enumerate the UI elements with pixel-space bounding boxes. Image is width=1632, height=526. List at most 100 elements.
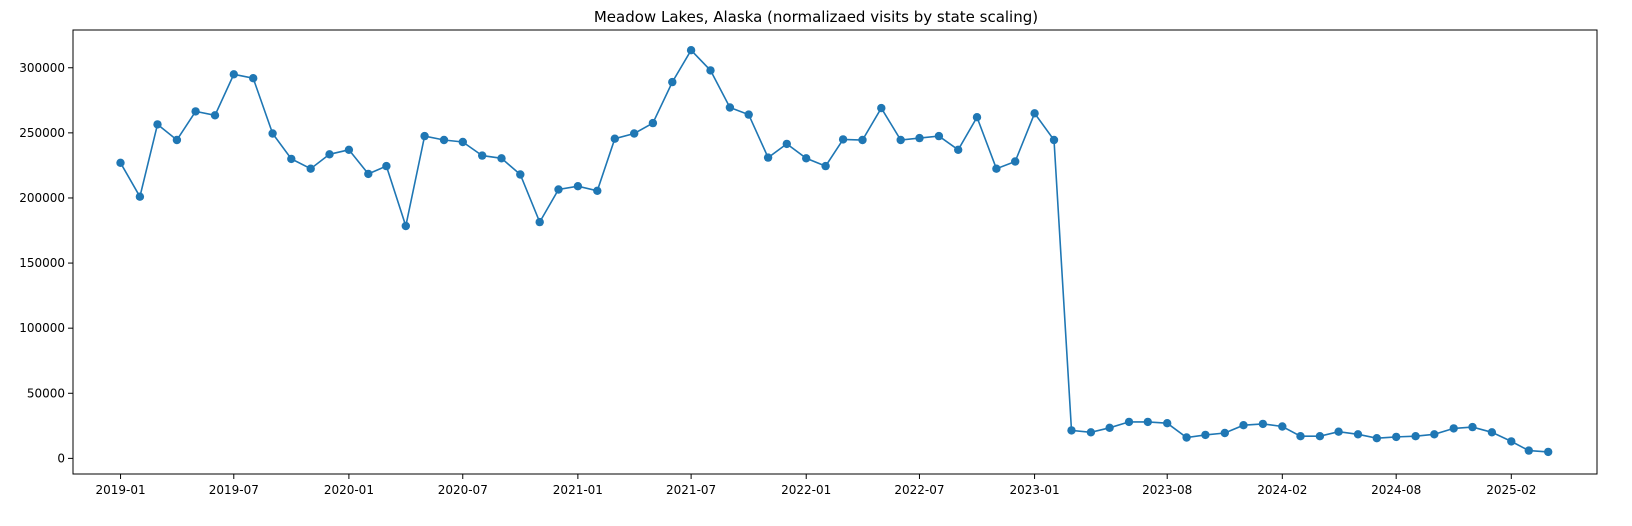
x-tick-label: 2021-01 bbox=[553, 483, 603, 497]
data-point bbox=[1430, 430, 1439, 439]
x-tick-label: 2023-01 bbox=[1010, 483, 1060, 497]
data-point bbox=[782, 139, 791, 149]
data-point bbox=[516, 170, 525, 179]
y-tick-label: 250000 bbox=[19, 126, 65, 140]
data-point bbox=[648, 118, 658, 128]
data-point bbox=[439, 135, 449, 145]
data-point bbox=[458, 137, 467, 147]
data-point bbox=[992, 164, 1001, 173]
data-point bbox=[478, 151, 487, 160]
series-line bbox=[119, 48, 1549, 453]
data-point bbox=[610, 134, 619, 143]
data-point bbox=[364, 169, 373, 179]
data-point bbox=[306, 164, 315, 173]
data-point bbox=[1296, 432, 1305, 441]
data-point bbox=[954, 145, 963, 154]
data-point bbox=[1182, 433, 1191, 442]
data-point bbox=[821, 161, 830, 171]
data-point bbox=[725, 103, 735, 112]
x-tick-label: 2025-02 bbox=[1486, 483, 1536, 497]
y-axis: 0 50000 100000 150000 200000 250000 300000 bbox=[19, 61, 73, 465]
data-point bbox=[497, 154, 506, 163]
data-point bbox=[1143, 417, 1153, 427]
data-point bbox=[668, 77, 677, 87]
plot-area bbox=[72, 29, 1598, 475]
y-tick-label: 50000 bbox=[27, 386, 65, 400]
data-point bbox=[1067, 426, 1076, 435]
data-point bbox=[229, 70, 238, 79]
data-point bbox=[1315, 432, 1325, 441]
data-point bbox=[686, 46, 696, 55]
data-point bbox=[1372, 434, 1382, 443]
data-point bbox=[1353, 430, 1363, 439]
data-point bbox=[382, 161, 391, 171]
data-point bbox=[1124, 417, 1134, 427]
data-point bbox=[268, 129, 277, 138]
data-point bbox=[1449, 424, 1458, 433]
data-point bbox=[172, 135, 182, 145]
data-point bbox=[573, 182, 583, 191]
y-tick-label: 0 bbox=[57, 451, 65, 465]
data-point bbox=[1278, 422, 1287, 431]
data-point bbox=[858, 135, 867, 145]
data-point bbox=[1049, 135, 1059, 145]
data-point bbox=[135, 192, 145, 201]
series-layer bbox=[116, 46, 1553, 457]
data-point bbox=[1524, 446, 1534, 455]
data-point bbox=[915, 133, 924, 143]
data-point bbox=[1258, 419, 1268, 429]
data-point bbox=[630, 129, 639, 138]
data-point bbox=[934, 131, 944, 141]
data-point bbox=[249, 74, 258, 83]
data-point bbox=[420, 131, 429, 141]
x-tick-label: 2020-07 bbox=[438, 483, 488, 497]
data-point bbox=[802, 154, 811, 163]
chart-title: Meadow Lakes, Alaska (normalizaed visits… bbox=[594, 8, 1038, 26]
data-point bbox=[706, 66, 715, 75]
x-tick-label: 2019-01 bbox=[95, 483, 145, 497]
x-tick-label: 2022-07 bbox=[894, 483, 944, 497]
data-point bbox=[1507, 437, 1516, 446]
x-tick-label: 2024-02 bbox=[1257, 483, 1307, 497]
data-point bbox=[287, 154, 296, 164]
data-point bbox=[1334, 427, 1343, 436]
y-tick-label: 300000 bbox=[19, 61, 65, 75]
y-tick-label: 100000 bbox=[19, 321, 65, 335]
data-point bbox=[116, 158, 125, 167]
x-tick-label: 2024-08 bbox=[1371, 483, 1421, 497]
data-point bbox=[1011, 157, 1020, 166]
x-tick-label: 2022-01 bbox=[781, 483, 831, 497]
data-point bbox=[763, 153, 773, 162]
data-point bbox=[972, 113, 982, 122]
y-tick-label: 150000 bbox=[19, 256, 65, 270]
data-point bbox=[1487, 428, 1497, 437]
data-point bbox=[1163, 419, 1172, 428]
data-point bbox=[1086, 428, 1096, 437]
data-point bbox=[1411, 432, 1420, 441]
data-point bbox=[1544, 447, 1553, 457]
data-point bbox=[896, 135, 905, 145]
data-point bbox=[401, 221, 410, 231]
data-point bbox=[838, 135, 848, 144]
x-tick-label: 2021-07 bbox=[666, 483, 716, 497]
data-point bbox=[325, 150, 334, 159]
data-point bbox=[1201, 430, 1210, 440]
x-tick-label: 2023-08 bbox=[1142, 483, 1192, 497]
data-point bbox=[593, 186, 602, 195]
data-point bbox=[153, 120, 162, 129]
data-point bbox=[554, 185, 563, 194]
x-tick-label: 2020-01 bbox=[324, 483, 374, 497]
data-point bbox=[1105, 423, 1114, 432]
data-point bbox=[191, 107, 200, 116]
data-point bbox=[744, 110, 753, 119]
data-point bbox=[1030, 109, 1039, 118]
data-point bbox=[877, 103, 886, 113]
data-point bbox=[1239, 421, 1248, 430]
data-point bbox=[344, 145, 354, 154]
data-point bbox=[1392, 432, 1401, 442]
data-point bbox=[1468, 422, 1477, 432]
data-point bbox=[1220, 428, 1230, 438]
data-point bbox=[535, 217, 544, 227]
